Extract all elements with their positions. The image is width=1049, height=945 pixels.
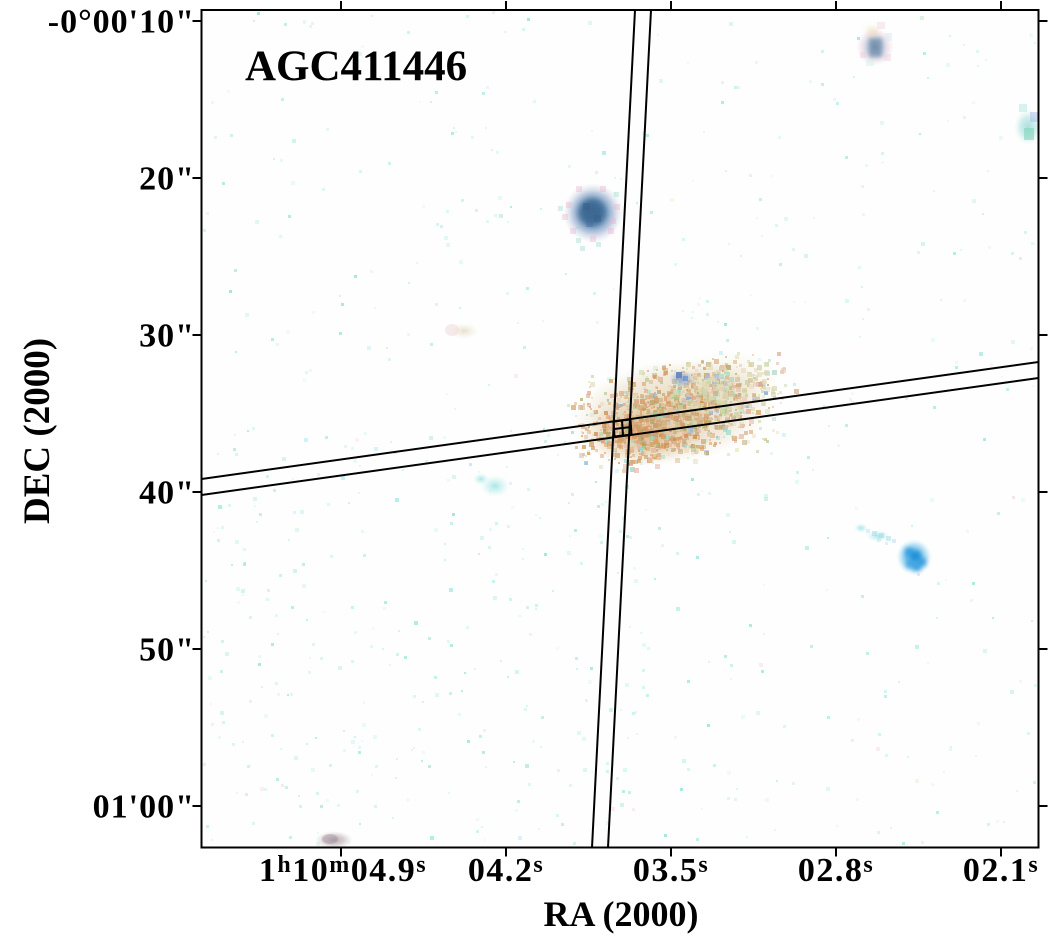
- svg-text:-0°00'10": -0°00'10": [48, 4, 195, 41]
- svg-text:04.2s: 04.2s: [468, 852, 544, 889]
- svg-text:DEC (2000): DEC (2000): [17, 338, 58, 524]
- svg-text:RA (2000): RA (2000): [544, 894, 699, 934]
- svg-text:03.5s: 03.5s: [633, 852, 709, 889]
- svg-text:02.1s: 02.1s: [963, 852, 1039, 889]
- svg-text:02.8s: 02.8s: [798, 852, 874, 889]
- svg-text:AGC411446: AGC411446: [245, 43, 467, 90]
- svg-text:40": 40": [139, 475, 195, 512]
- svg-text:50": 50": [139, 632, 195, 669]
- svg-text:30": 30": [139, 318, 195, 355]
- svg-text:20": 20": [139, 161, 195, 198]
- svg-text:01'00": 01'00": [93, 789, 195, 826]
